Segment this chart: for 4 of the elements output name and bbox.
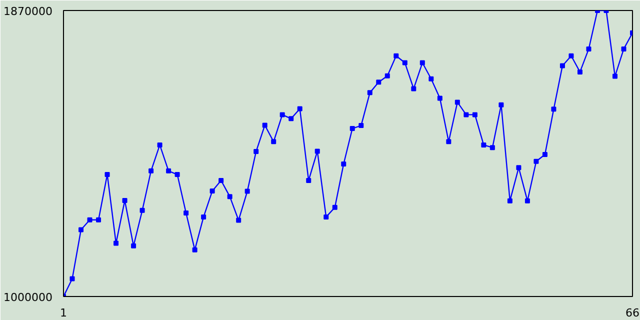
y-tick-label: 1870000	[4, 5, 53, 18]
x-tick-label: 66	[626, 306, 640, 320]
y-tick-label: 1000000	[4, 291, 53, 304]
x-tick-label: 1	[60, 306, 67, 320]
